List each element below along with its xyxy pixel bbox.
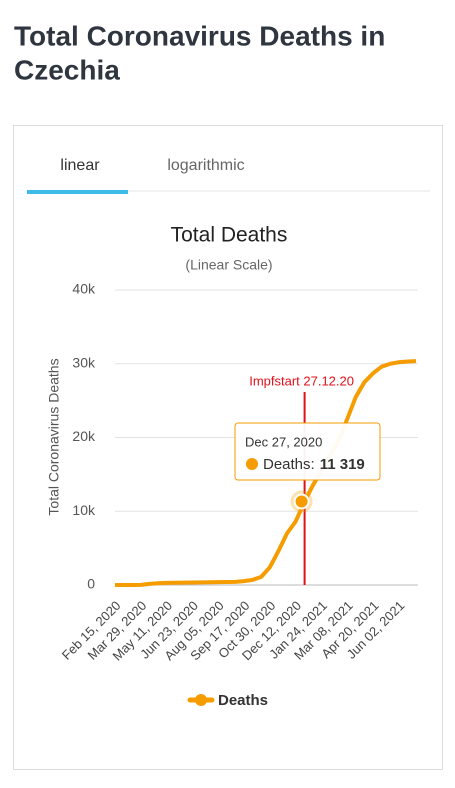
- data-line: [115, 359, 417, 587]
- chart-title: Total Deaths: [171, 224, 288, 247]
- y-tick-label: 0: [87, 576, 95, 592]
- tooltip-swatch: [246, 458, 258, 470]
- tooltip-box: [234, 422, 381, 481]
- heading: Total Coronavirus Deaths in: [14, 20, 385, 51]
- annotation-text: Impfstart 27.12.20: [249, 373, 354, 388]
- legend-label: Deaths: [218, 692, 268, 709]
- y-tick-label: 40k: [72, 281, 96, 297]
- y-axis-label: Total Coronavirus Deaths: [46, 358, 62, 515]
- y-tick-label: 20k: [72, 428, 96, 444]
- tooltip-number: 11 319: [320, 456, 365, 473]
- tooltip-date: Dec 27, 2020: [245, 434, 322, 449]
- tooltip-label: Deaths:: [263, 456, 315, 473]
- tab-indicator: [27, 190, 128, 194]
- y-tick-label: 30k: [72, 354, 96, 370]
- heading: Czechia: [14, 54, 120, 85]
- legend-marker: [195, 694, 207, 706]
- tooltip-value: Deaths: 11 319: [263, 456, 365, 473]
- tooltip-point: [293, 493, 310, 510]
- tab[interactable]: logarithmic: [167, 157, 244, 174]
- chart-subtitle: (Linear Scale): [185, 257, 272, 273]
- y-tick-label: 10k: [72, 502, 96, 518]
- tab[interactable]: linear: [60, 157, 100, 174]
